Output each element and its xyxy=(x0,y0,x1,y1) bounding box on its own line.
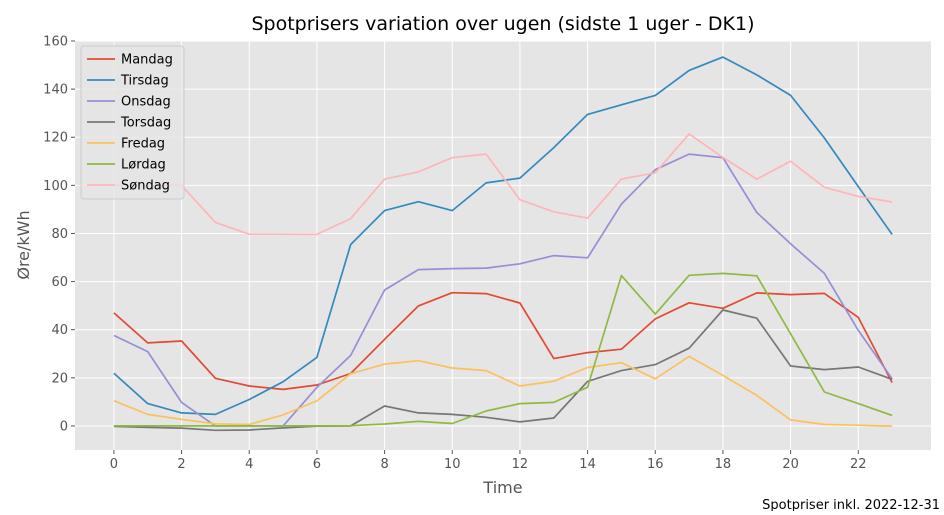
y-tick-label: 0 xyxy=(60,419,68,434)
x-axis-label: Time xyxy=(482,478,522,497)
series-line-søndag xyxy=(113,133,893,236)
x-tick-label: 18 xyxy=(715,457,732,472)
plot-area xyxy=(75,41,931,450)
y-tick-label: 20 xyxy=(51,371,68,386)
series-line-lørdag xyxy=(113,272,893,427)
y-tick-label: 80 xyxy=(51,227,68,242)
x-tick-label: 20 xyxy=(782,457,799,472)
x-tick-label: 0 xyxy=(110,457,118,472)
legend-label: Tirsdag xyxy=(120,74,169,89)
series-line-torsdag xyxy=(113,309,893,432)
y-tick-label: 140 xyxy=(43,83,68,98)
x-tick-label: 2 xyxy=(177,457,185,472)
x-tick-label: 22 xyxy=(850,457,867,472)
y-axis-label: Øre/kWh xyxy=(14,210,33,279)
x-axis-ticks: 0 2 4 6 8 10 12 14 16 18 20 22 xyxy=(110,450,867,472)
legend-label: Fredag xyxy=(121,137,165,152)
x-tick-label: 8 xyxy=(380,457,388,472)
legend-label: Lørdag xyxy=(121,158,166,173)
x-tick-label: 12 xyxy=(512,457,529,472)
y-tick-label: 100 xyxy=(43,179,68,194)
y-axis-ticks: 0 20 40 60 80 100 120 140 160 xyxy=(43,35,75,434)
x-tick-label: 16 xyxy=(647,457,664,472)
legend-label: Søndag xyxy=(121,179,170,194)
chart-title: Spotprisers variation over ugen (sidste … xyxy=(251,13,754,35)
y-tick-label: 160 xyxy=(43,35,68,50)
legend-label: Mandag xyxy=(121,53,173,68)
x-tick-label: 10 xyxy=(444,457,461,472)
series-line-tirsdag xyxy=(113,56,893,416)
legend-label: Torsdag xyxy=(120,116,171,131)
legend: Mandag Tirsdag Onsdag Torsdag Fredag Lørdag Sø… xyxy=(80,45,185,200)
legend-box xyxy=(80,45,185,200)
x-tick-label: 4 xyxy=(245,457,253,472)
series-lines xyxy=(113,56,893,432)
y-tick-label: 40 xyxy=(51,323,68,338)
legend-label: Onsdag xyxy=(121,95,171,110)
x-tick-label: 14 xyxy=(579,457,596,472)
footnote: Spotpriser inkl. 2022-12-31 xyxy=(762,498,940,511)
series-line-mandag xyxy=(113,291,893,391)
y-tick-label: 120 xyxy=(43,131,68,146)
x-tick-label: 6 xyxy=(313,457,321,472)
series-line-fredag xyxy=(113,355,893,428)
y-tick-label: 60 xyxy=(51,275,68,290)
